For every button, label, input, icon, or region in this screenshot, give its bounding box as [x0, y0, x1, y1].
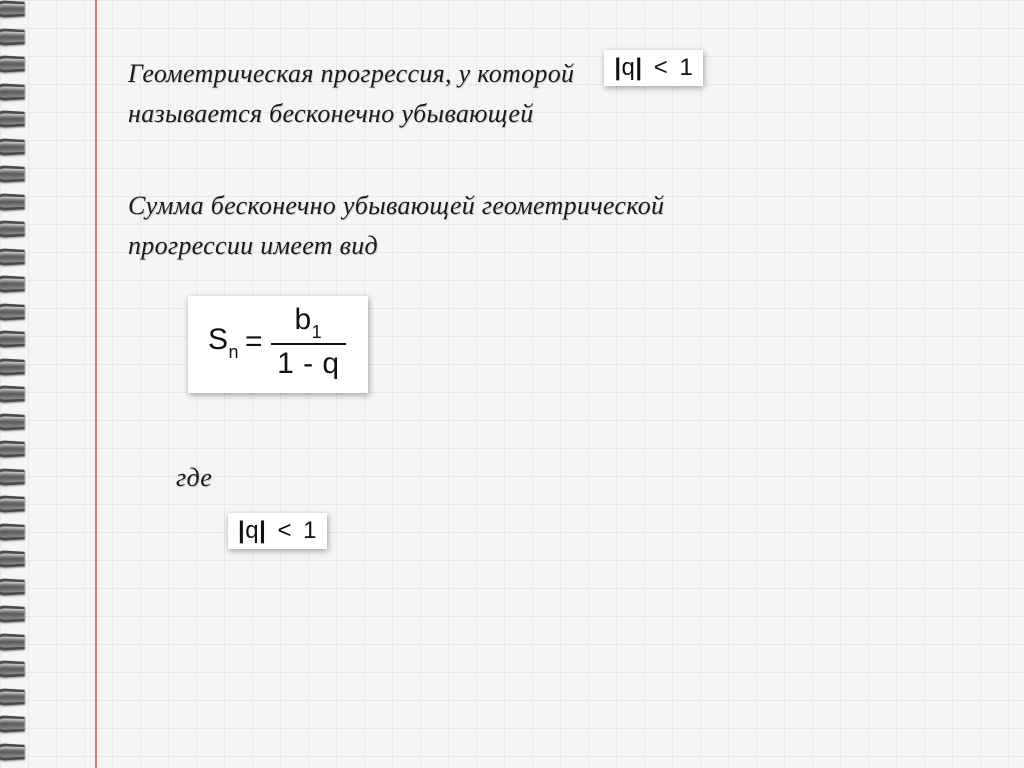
spiral-ring-shape	[0, 468, 25, 486]
spiral-ring-shape	[0, 55, 25, 73]
sum-formula-box: Sn = b1 1 - q	[188, 296, 368, 393]
one2: 1	[303, 517, 317, 544]
spiral-ring-shape	[0, 413, 25, 431]
abs-bar-r: |	[635, 54, 642, 81]
sum-intro-text: Сумма бесконечно убывающей геометрическо…	[128, 186, 848, 266]
para1-line1: Геометрическая прогрессия, у которой	[128, 59, 574, 88]
spiral-ring-shape	[0, 660, 25, 678]
definition-row: Геометрическая прогрессия, у которой наз…	[128, 54, 968, 134]
spiral-ring-shape	[0, 495, 25, 513]
spiral-ring	[0, 493, 44, 515]
where-text: где	[176, 463, 968, 493]
spiral-ring-shape	[0, 110, 25, 128]
spiral-ring-shape	[0, 303, 25, 321]
spiral-ring-shape	[0, 743, 25, 761]
spiral-ring	[0, 713, 44, 735]
para1-line2: называется бесконечно убывающей	[128, 99, 534, 128]
spiral-ring	[0, 218, 44, 240]
spiral-ring-shape	[0, 385, 25, 403]
abs-bar-r2: |	[259, 517, 266, 544]
spiral-ring	[0, 686, 44, 708]
spiral-ring-shape	[0, 138, 25, 156]
sum-formula-wrap: Sn = b1 1 - q	[188, 296, 968, 393]
spiral-ring	[0, 328, 44, 350]
spiral-ring-shape	[0, 688, 25, 706]
spiral-ring	[0, 108, 44, 130]
notebook-page: Геометрическая прогрессия, у которой наз…	[0, 0, 1024, 768]
spiral-ring-shape	[0, 165, 25, 183]
spiral-ring	[0, 603, 44, 625]
spiral-ring	[0, 466, 44, 488]
sum-formula: Sn = b1 1 - q	[208, 304, 348, 379]
spiral-ring	[0, 0, 44, 20]
spiral-ring-shape	[0, 83, 25, 101]
spiral-ring	[0, 136, 44, 158]
spiral-ring-shape	[0, 275, 25, 293]
spiral-ring-shape	[0, 330, 25, 348]
para2-line1: Сумма бесконечно убывающей геометрическо…	[128, 191, 664, 220]
spiral-ring	[0, 301, 44, 323]
definition-text: Геометрическая прогрессия, у которой наз…	[128, 54, 574, 134]
spiral-ring-shape	[0, 715, 25, 733]
spiral-ring-shape	[0, 550, 25, 568]
spiral-ring-shape	[0, 605, 25, 623]
spiral-ring-shape	[0, 0, 25, 18]
spiral-ring-shape	[0, 578, 25, 596]
spiral-ring	[0, 163, 44, 185]
spiral-ring	[0, 548, 44, 570]
q-condition-box-bottom: |q| < 1	[228, 513, 327, 549]
spiral-ring	[0, 53, 44, 75]
spiral-binding	[0, 0, 52, 768]
spiral-ring	[0, 383, 44, 405]
spiral-ring	[0, 81, 44, 103]
q-var2: q	[245, 517, 259, 544]
spiral-ring	[0, 411, 44, 433]
spiral-ring-shape	[0, 440, 25, 458]
para2-line2: прогрессии имеет вид	[128, 231, 378, 260]
q-var: q	[622, 54, 636, 81]
spiral-ring-shape	[0, 193, 25, 211]
spiral-ring-shape	[0, 358, 25, 376]
fraction: b1 1 - q	[271, 304, 346, 379]
spiral-ring-shape	[0, 220, 25, 238]
fraction-bar	[271, 343, 346, 345]
spiral-ring-shape	[0, 248, 25, 266]
spiral-ring	[0, 741, 44, 763]
lt: <	[654, 54, 669, 81]
spiral-ring-shape	[0, 633, 25, 651]
S: Sn	[208, 323, 239, 361]
abs-bar-l: |	[614, 54, 621, 81]
q-condition-box-top: |q| < 1	[604, 50, 703, 86]
spiral-ring-shape	[0, 28, 25, 46]
numerator: b1	[288, 304, 328, 340]
spiral-ring	[0, 438, 44, 460]
spiral-ring	[0, 576, 44, 598]
gde: где	[176, 463, 212, 492]
spiral-ring	[0, 191, 44, 213]
spiral-ring	[0, 273, 44, 295]
equals: =	[245, 325, 263, 359]
content-area: Геометрическая прогрессия, у которой наз…	[128, 54, 968, 549]
spiral-ring	[0, 521, 44, 543]
spiral-ring	[0, 26, 44, 48]
spiral-ring	[0, 631, 44, 653]
spiral-ring	[0, 658, 44, 680]
lt2: <	[277, 517, 292, 544]
spiral-ring	[0, 246, 44, 268]
one: 1	[679, 54, 693, 81]
spiral-ring-shape	[0, 523, 25, 541]
spiral-ring	[0, 356, 44, 378]
denominator: 1 - q	[271, 348, 346, 380]
q-condition-wrap-bottom: |q| < 1	[228, 513, 968, 549]
